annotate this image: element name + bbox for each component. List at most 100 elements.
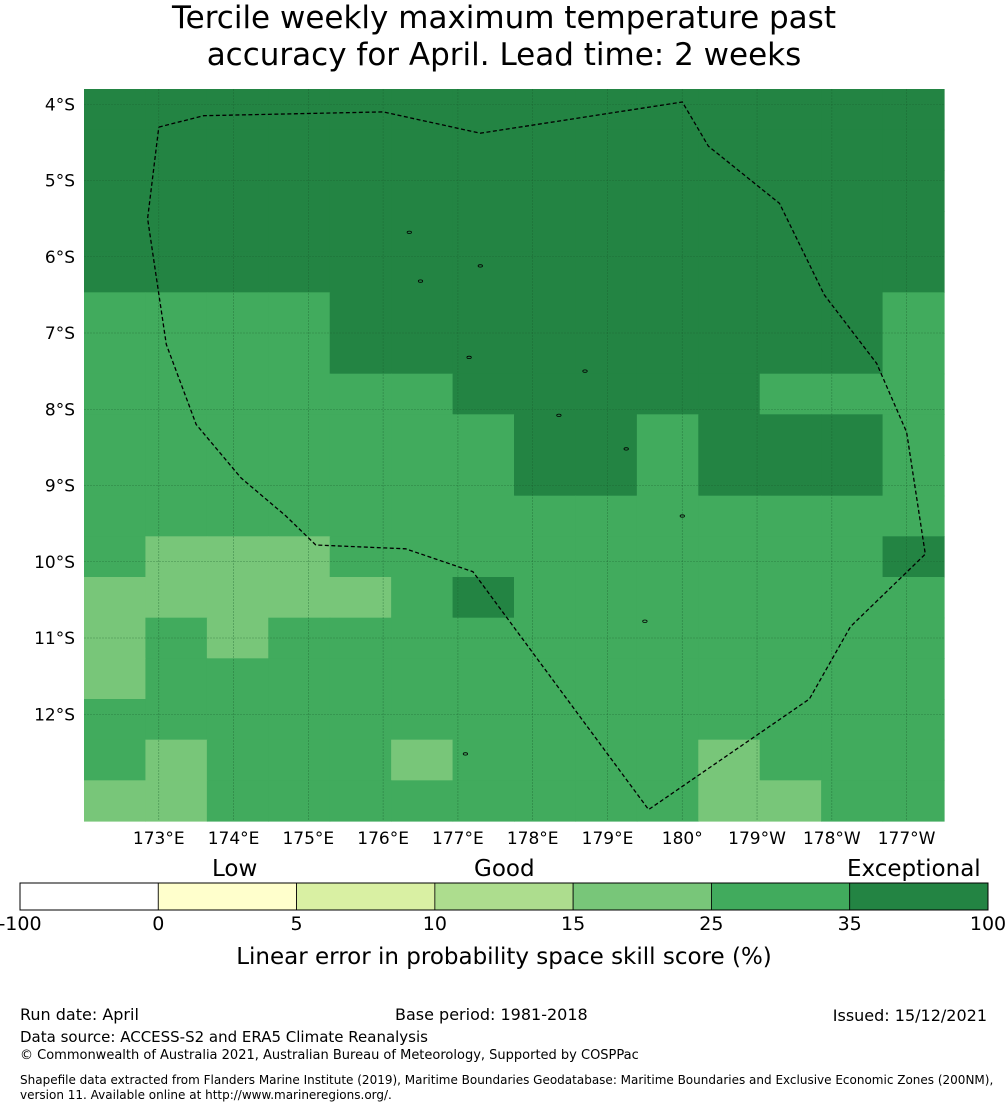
skill-cell xyxy=(268,251,331,293)
skill-cell xyxy=(698,455,761,497)
skill-cell xyxy=(452,780,515,822)
skill-cell xyxy=(882,211,945,253)
skill-cell xyxy=(575,333,638,375)
latitude-tick-label: 11°S xyxy=(34,629,75,649)
skill-cell xyxy=(514,333,577,375)
title-line-1: Tercile weekly maximum temperature past xyxy=(171,0,836,36)
base-period: Base period: 1981-2018 xyxy=(395,1005,588,1024)
skill-cell xyxy=(84,455,147,497)
latitude-tick-label: 8°S xyxy=(45,400,75,420)
skill-cell xyxy=(575,617,638,659)
island-outline xyxy=(406,230,412,234)
skill-cell xyxy=(329,780,392,822)
skill-cell xyxy=(698,536,761,578)
skill-cell xyxy=(145,780,208,822)
skill-cell xyxy=(206,129,269,171)
skill-cell xyxy=(206,658,269,700)
colorbar-bin xyxy=(296,882,436,911)
skill-cell xyxy=(882,617,945,659)
skill-cell xyxy=(329,211,392,253)
skill-cell xyxy=(391,292,454,334)
skill-cell xyxy=(84,577,147,619)
skill-cell xyxy=(821,739,884,781)
skill-cell xyxy=(391,333,454,375)
skill-cell xyxy=(636,292,699,334)
skill-cell xyxy=(84,89,147,131)
skill-cell xyxy=(575,414,638,456)
skill-cell xyxy=(514,414,577,456)
skill-cell xyxy=(698,617,761,659)
skill-cell xyxy=(882,536,945,578)
skill-cell xyxy=(882,333,945,375)
skill-cell xyxy=(268,333,331,375)
skill-cell xyxy=(268,577,331,619)
skill-cell xyxy=(452,536,515,578)
skill-cell xyxy=(206,170,269,212)
skill-cell xyxy=(206,780,269,822)
skill-cell xyxy=(145,89,208,131)
skill-cell xyxy=(329,414,392,456)
skill-cell xyxy=(575,373,638,415)
skill-cell xyxy=(268,414,331,456)
skill-cell xyxy=(206,292,269,334)
island-outline xyxy=(582,369,588,373)
colorbar-tick-label: 15 xyxy=(561,913,586,935)
skill-cell xyxy=(698,780,761,822)
skill-cell xyxy=(821,414,884,456)
skill-cell xyxy=(268,455,331,497)
skill-cell xyxy=(329,373,392,415)
skill-cell xyxy=(268,373,331,415)
skill-cell xyxy=(145,739,208,781)
skill-cell xyxy=(391,617,454,659)
island-outline xyxy=(556,413,562,417)
island-outline xyxy=(466,355,472,359)
skill-cell xyxy=(329,699,392,741)
skill-cell xyxy=(636,780,699,822)
skill-cell xyxy=(759,89,822,131)
skill-cell xyxy=(391,211,454,253)
skill-cell xyxy=(329,739,392,781)
skill-cell xyxy=(821,495,884,537)
skill-cell xyxy=(145,495,208,537)
skill-cell xyxy=(268,536,331,578)
skill-cell xyxy=(514,577,577,619)
skill-cell xyxy=(206,577,269,619)
longitude-tick-label: 177°W xyxy=(878,829,936,849)
skill-cell xyxy=(268,617,331,659)
latitude-tick-label: 6°S xyxy=(45,248,75,268)
skill-cell xyxy=(329,333,392,375)
longitude-tick-label: 173°E xyxy=(133,829,185,849)
island-outline xyxy=(417,279,424,283)
skill-cell xyxy=(575,739,638,781)
skill-cell xyxy=(636,739,699,781)
skill-cell xyxy=(206,89,269,131)
skill-cell xyxy=(452,89,515,131)
skill-cell xyxy=(821,455,884,497)
skill-cell xyxy=(268,658,331,700)
skill-cell xyxy=(636,577,699,619)
skill-cell xyxy=(84,617,147,659)
skill-cell xyxy=(759,251,822,293)
skill-cell xyxy=(575,699,638,741)
skill-cell xyxy=(698,292,761,334)
skill-cell xyxy=(759,333,822,375)
shapefile-credit-line-1: Shapefile data extracted from Flanders M… xyxy=(20,1073,994,1087)
skill-cell xyxy=(759,495,822,537)
skill-cell xyxy=(84,292,147,334)
longitude-tick-label: 179°W xyxy=(728,829,786,849)
skill-cell xyxy=(391,251,454,293)
skill-cell xyxy=(268,780,331,822)
skill-cell xyxy=(329,251,392,293)
skill-cell xyxy=(145,658,208,700)
skill-cell xyxy=(268,292,331,334)
skill-cell xyxy=(636,414,699,456)
skill-cell xyxy=(268,129,331,171)
skill-cell xyxy=(268,495,331,537)
skill-cell xyxy=(575,170,638,212)
skill-cell xyxy=(206,373,269,415)
skill-cell xyxy=(84,495,147,537)
skill-cell xyxy=(452,739,515,781)
latitude-tick-label: 7°S xyxy=(45,324,75,344)
skill-cell xyxy=(759,211,822,253)
